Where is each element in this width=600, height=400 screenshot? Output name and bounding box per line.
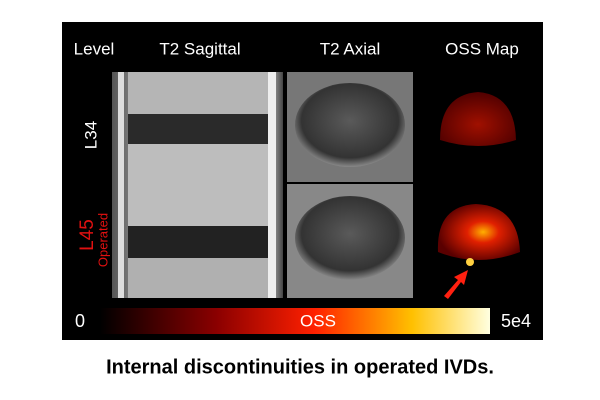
level-label: L45	[77, 219, 98, 251]
panel: Level T2 Sagittal T2 Axial OSS Map L34 L…	[62, 22, 543, 340]
column-header: Level	[74, 39, 115, 58]
colorbar-max: 5e4	[501, 311, 531, 331]
axial-images	[287, 72, 413, 298]
column-header: T2 Sagittal	[159, 39, 240, 58]
caption: Internal discontinuities in operated IVD…	[106, 356, 494, 378]
arrow	[444, 270, 468, 299]
colorbar	[100, 308, 490, 334]
colorbar-min: 0	[75, 311, 85, 331]
column-header: OSS Map	[445, 39, 519, 58]
level-label: L34	[81, 121, 100, 149]
column-header: T2 Axial	[320, 39, 380, 58]
colorbar-title: OSS	[300, 311, 336, 330]
oss-maps	[437, 92, 520, 299]
level-note: Operated	[95, 213, 110, 267]
sagittal-image	[112, 72, 283, 298]
